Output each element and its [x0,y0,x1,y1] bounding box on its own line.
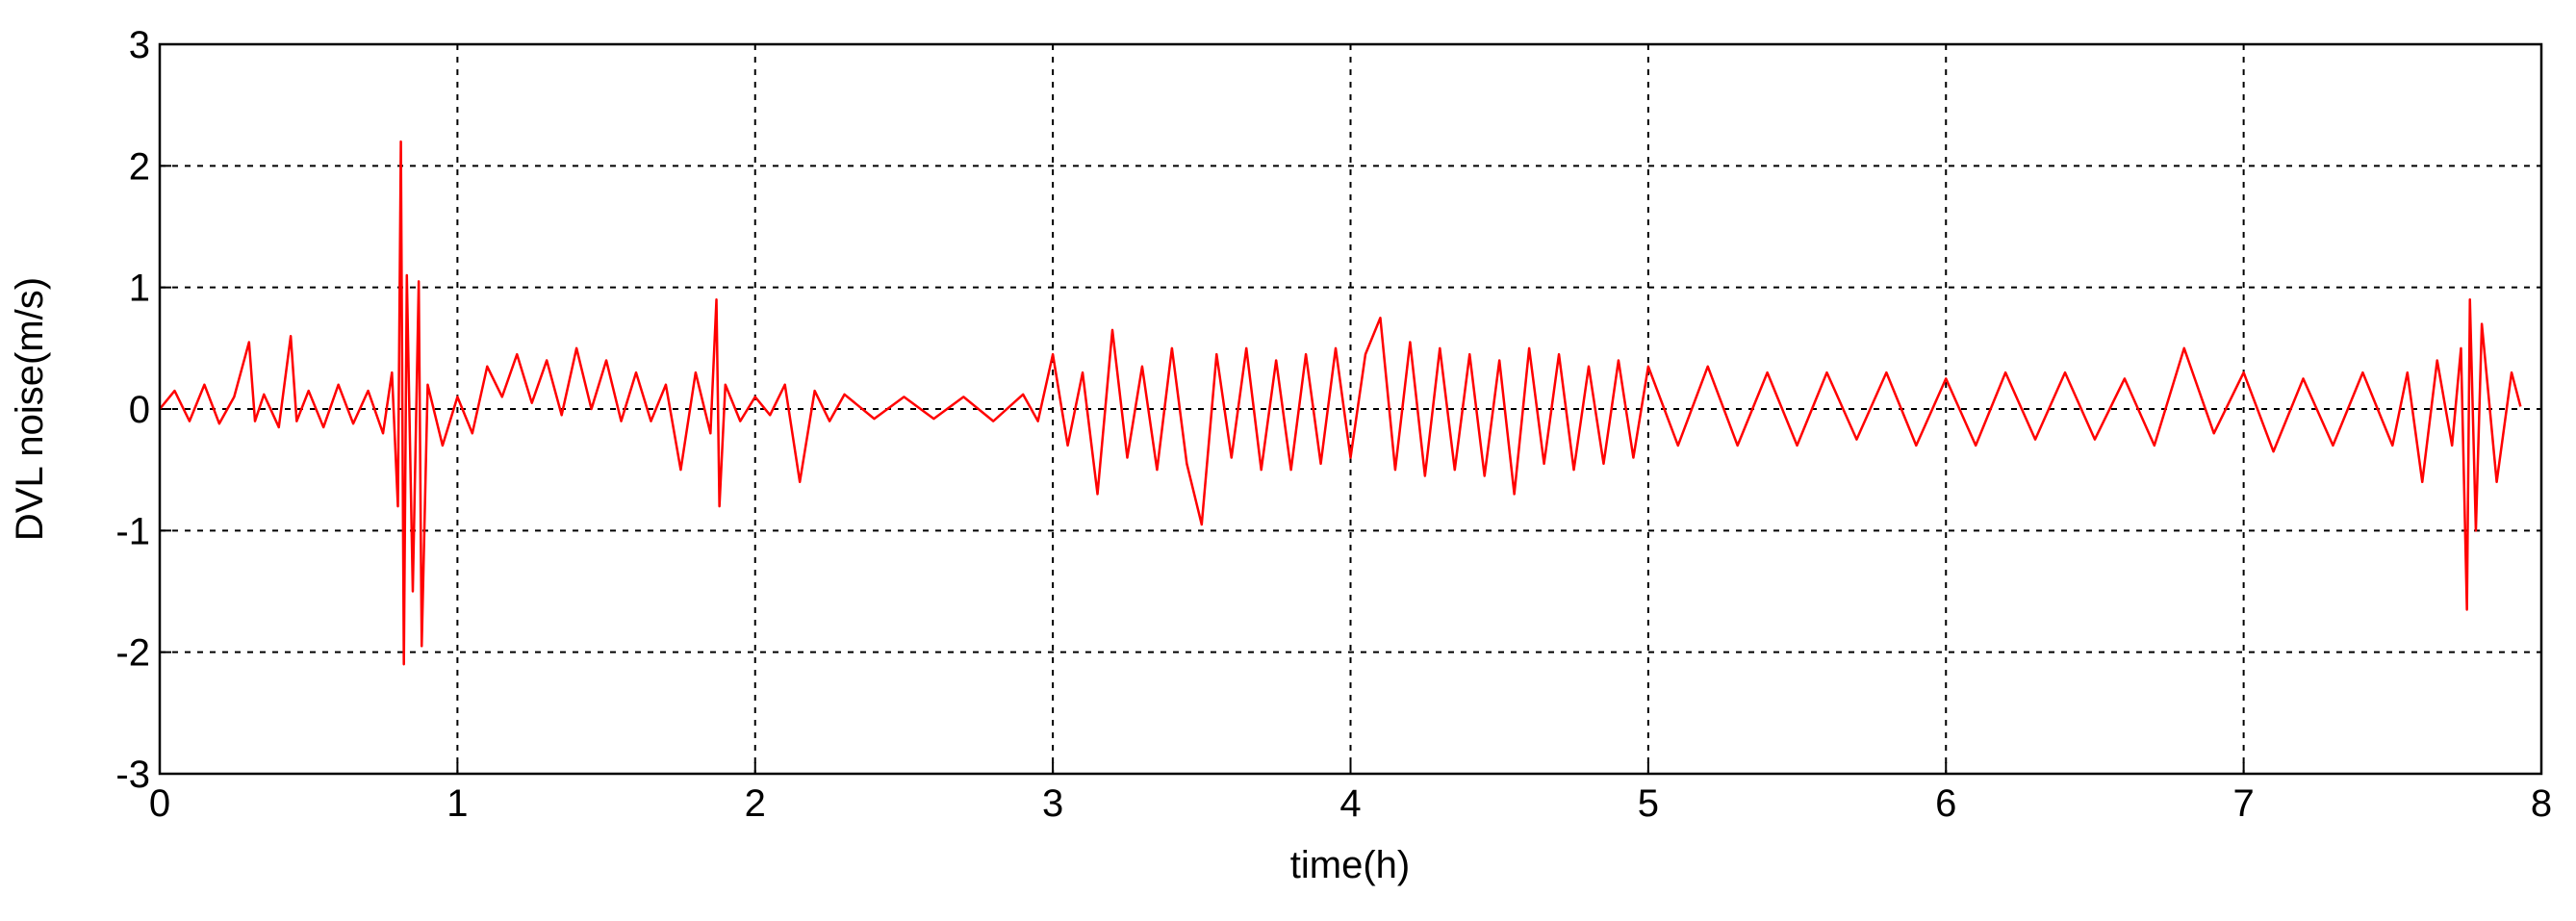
y-tick-label: -2 [115,632,150,675]
plot-frame [158,42,2543,776]
y-tick-label: -3 [115,754,150,796]
x-tick-label: 6 [1935,782,1956,825]
x-tick-label: 1 [446,782,468,825]
x-tick-label: 8 [2531,782,2552,825]
y-tick-label: 2 [129,145,150,188]
x-axis-label: time(h) [1290,844,1410,886]
x-tick-label: 0 [149,782,170,825]
y-tick-label: 1 [129,268,150,310]
x-tick-label: 3 [1042,782,1063,825]
x-tick-label: 5 [1638,782,1659,825]
x-tick-label: 7 [2233,782,2255,825]
y-tick-label: 0 [129,389,150,431]
x-tick-label: 4 [1339,782,1361,825]
y-axis-label: DVL noise(m/s) [9,277,51,541]
x-tick-label: 2 [745,782,766,825]
y-tick-label: -1 [115,510,150,552]
y-tick-label: 3 [129,24,150,66]
data-line [159,140,2522,666]
